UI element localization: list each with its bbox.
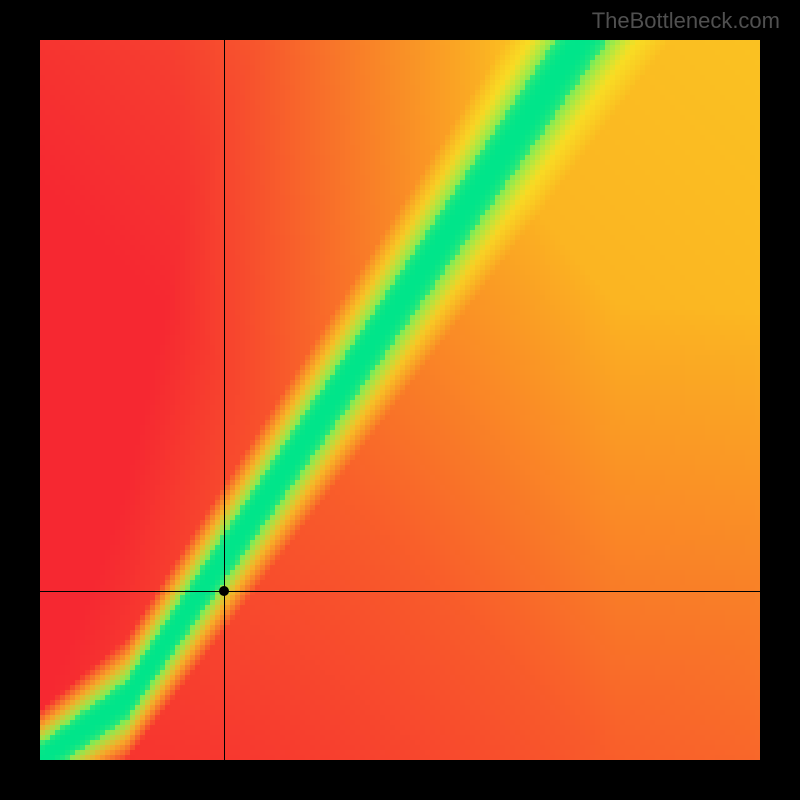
crosshair-horizontal (40, 591, 760, 592)
heatmap-canvas (40, 40, 760, 760)
heatmap-plot (40, 40, 760, 760)
watermark-text: TheBottleneck.com (592, 8, 780, 34)
crosshair-vertical (224, 40, 225, 760)
crosshair-marker-dot (219, 586, 229, 596)
